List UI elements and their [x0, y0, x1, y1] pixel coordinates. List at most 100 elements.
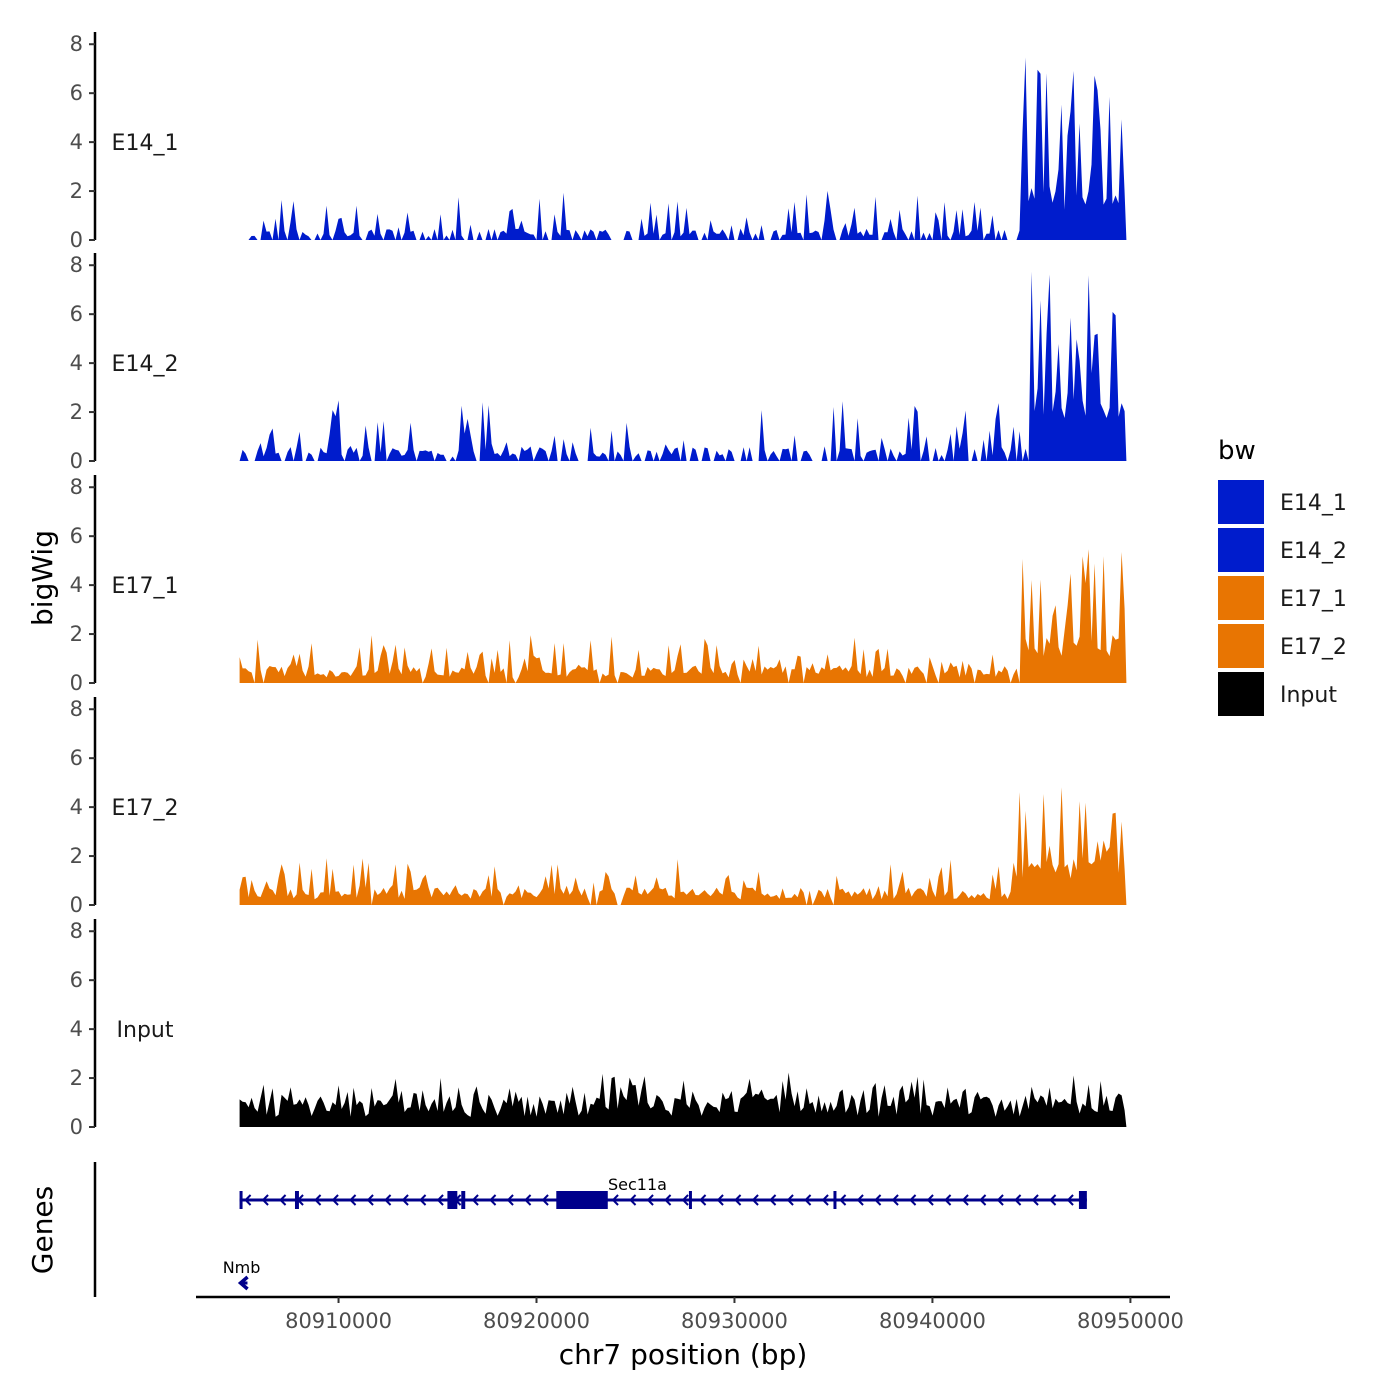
strand-arrow	[909, 1194, 917, 1206]
strand-arrow	[244, 1194, 252, 1206]
gene-Nmb: Nmb	[223, 1258, 261, 1291]
signal-area-E17_2	[239, 787, 1127, 905]
strand-arrow	[839, 1194, 847, 1206]
y-tick-label: 4	[70, 351, 83, 375]
y-tick-label: 0	[70, 449, 83, 473]
strand-arrow	[524, 1194, 532, 1206]
y-tick-label: 8	[70, 32, 83, 56]
strand-arrow	[664, 1194, 672, 1206]
legend-label: E17_2	[1280, 635, 1347, 660]
track-label: E14_1	[112, 131, 179, 156]
track-E17_2: 0 2 4 6 8 E17_2	[70, 697, 1127, 917]
strand-arrow	[436, 1194, 444, 1206]
y-tick-label: 2	[70, 844, 83, 868]
gene-exon	[447, 1191, 458, 1209]
legend-swatch	[1218, 528, 1264, 572]
y-tick-label: 2	[70, 179, 83, 203]
y-tick-label: 2	[70, 400, 83, 424]
track-Input: 0 2 4 6 8 Input	[70, 919, 1127, 1139]
legend-label: Input	[1280, 683, 1337, 708]
legend-label: E14_2	[1280, 539, 1347, 564]
legend-swatch	[1218, 672, 1264, 716]
y-tick-label: 8	[70, 253, 83, 277]
strand-arrow	[611, 1194, 619, 1206]
x-tick-label: 80950000	[1077, 1309, 1184, 1333]
y-tick-label: 6	[70, 302, 83, 326]
gene-exon	[1078, 1191, 1087, 1209]
y-tick-label: 0	[70, 1115, 83, 1139]
gene-label: Sec11a	[608, 1175, 667, 1194]
y-tick-label: 2	[70, 1066, 83, 1090]
strand-arrow	[699, 1194, 707, 1206]
y-tick-label: 4	[70, 573, 83, 597]
strand-arrow	[769, 1194, 777, 1206]
strand-arrow	[506, 1194, 514, 1206]
strand-arrow	[979, 1194, 987, 1206]
strand-arrow	[471, 1194, 479, 1206]
strand-arrow	[874, 1194, 882, 1206]
strand-arrow	[1014, 1194, 1022, 1206]
strand-arrow	[751, 1194, 759, 1206]
legend-swatch	[1218, 480, 1264, 524]
x-tick-label: 80930000	[681, 1309, 788, 1333]
y-axis-title: bigWig	[26, 530, 59, 626]
signal-area-E14_2	[239, 271, 1127, 461]
strand-arrow	[716, 1194, 724, 1206]
y-tick-label: 6	[70, 81, 83, 105]
signal-tracks: 0 2 4 6 8 E14_1 0 2 4 6 8 E14_2 0 2 4 6 8 E17_1 0 2 4 6 8 E17_2…	[70, 32, 1127, 1139]
strand-arrow	[734, 1194, 742, 1206]
strand-arrow	[629, 1194, 637, 1206]
legend-label: E17_1	[1280, 587, 1347, 612]
track-label: E17_1	[112, 574, 179, 599]
track-label: E17_2	[112, 796, 179, 821]
track-E14_2: 0 2 4 6 8 E14_2	[70, 253, 1127, 473]
x-tick-label: 80940000	[879, 1309, 986, 1333]
gene-Sec11a: Sec11a	[239, 1175, 1087, 1209]
strand-arrow	[996, 1194, 1004, 1206]
strand-arrow	[541, 1194, 549, 1206]
strand-arrow	[279, 1194, 287, 1206]
y-tick-label: 8	[70, 697, 83, 721]
strand-arrow	[331, 1194, 339, 1206]
gene-exon	[461, 1191, 466, 1209]
y-tick-label: 0	[70, 228, 83, 252]
strand-arrow	[261, 1194, 269, 1206]
strand-arrow	[384, 1194, 392, 1206]
y-tick-label: 4	[70, 1017, 83, 1041]
gene-exon	[239, 1191, 243, 1209]
strand-arrow	[786, 1194, 794, 1206]
legend-swatch	[1218, 624, 1264, 668]
y-tick-label: 6	[70, 968, 83, 992]
legend-swatch	[1218, 576, 1264, 620]
strand-arrow	[237, 1275, 249, 1291]
strand-arrow	[1049, 1194, 1057, 1206]
strand-arrow	[489, 1194, 497, 1206]
legend-title: bw	[1218, 436, 1256, 466]
track-E14_1: 0 2 4 6 8 E14_1	[70, 32, 1127, 252]
strand-arrow	[646, 1194, 654, 1206]
strand-arrow	[891, 1194, 899, 1206]
x-axis-title: chr7 position (bp)	[559, 1338, 808, 1371]
y-tick-label: 6	[70, 746, 83, 770]
y-tick-label: 6	[70, 524, 83, 548]
legend: bw E14_1 E14_2 E17_1 E17_2 Input	[1218, 436, 1347, 716]
signal-area-Input	[239, 1072, 1127, 1127]
strand-arrow	[821, 1194, 829, 1206]
strand-arrow	[944, 1194, 952, 1206]
strand-arrow	[1031, 1194, 1039, 1206]
y-tick-label: 4	[70, 130, 83, 154]
x-tick-label: 80910000	[285, 1309, 392, 1333]
genes-axis-title: Genes	[26, 1186, 59, 1274]
strand-arrow	[926, 1194, 934, 1206]
strand-arrow	[856, 1194, 864, 1206]
track-label: Input	[117, 1018, 174, 1043]
signal-area-E14_1	[245, 57, 1127, 240]
gene-label: Nmb	[223, 1258, 261, 1277]
gene-exon	[688, 1191, 692, 1209]
y-tick-label: 4	[70, 795, 83, 819]
strand-arrow	[314, 1194, 322, 1206]
strand-arrow	[366, 1194, 374, 1206]
strand-arrow	[349, 1194, 357, 1206]
gene-exon	[833, 1191, 837, 1209]
